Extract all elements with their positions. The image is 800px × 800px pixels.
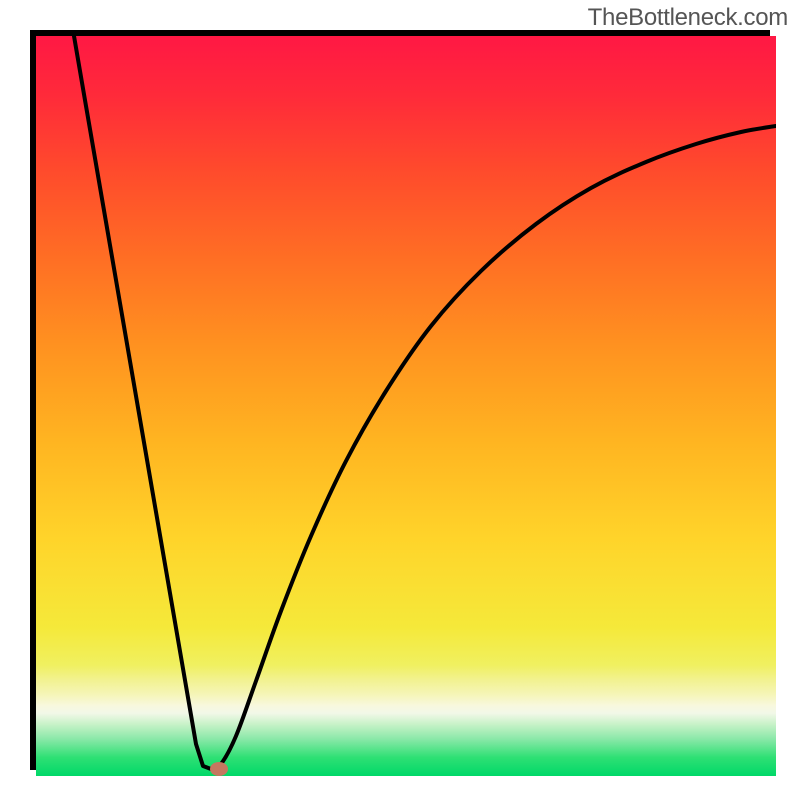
bottleneck-chart (36, 36, 776, 776)
plot-frame (30, 30, 770, 770)
optimal-point-marker (210, 762, 228, 776)
watermark-text: TheBottleneck.com (588, 4, 788, 32)
gradient-background (36, 36, 776, 776)
